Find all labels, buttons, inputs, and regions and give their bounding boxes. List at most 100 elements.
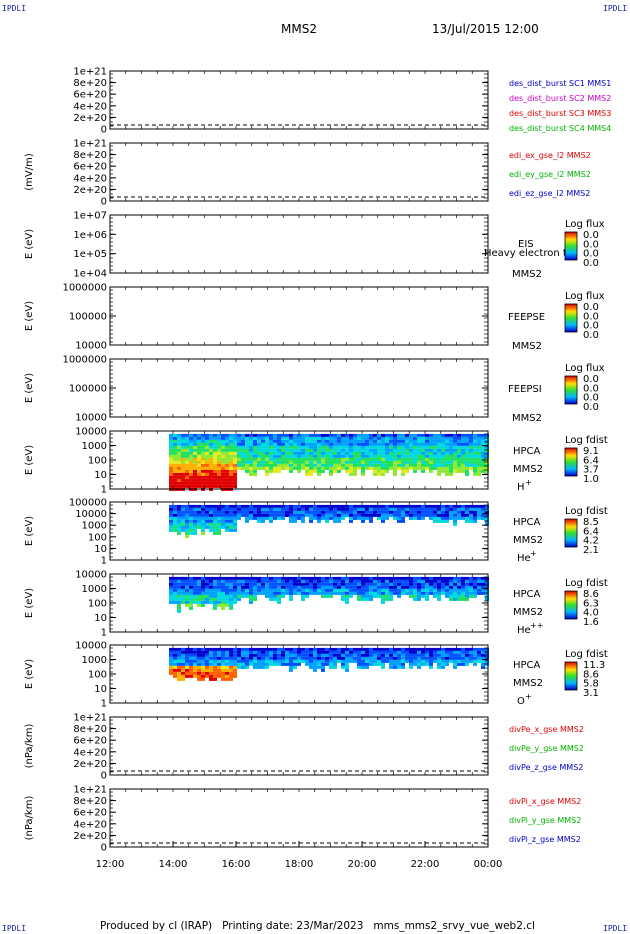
- hpca_h-pixel: [297, 448, 301, 452]
- hpca_he-pixel: [245, 519, 249, 523]
- hpca_o-pixel: [297, 659, 301, 663]
- hpca_h-pixel: [421, 448, 425, 452]
- hpca_he-pixel: [349, 504, 353, 508]
- hpca_he2-pixel: [337, 591, 341, 595]
- hpca_he-pixel: [185, 534, 189, 538]
- hpca_h-pixel: [461, 442, 465, 446]
- hpca_o-pixel: [265, 659, 269, 663]
- hpca_he2-pixel: [413, 579, 417, 583]
- hpca_he2-pixel: [225, 603, 229, 607]
- hpca_he-pixel: [273, 516, 277, 520]
- hpca_h-pixel: [181, 469, 185, 473]
- hpca_he2-pixel: [261, 576, 265, 580]
- hpca_h-pixel: [437, 469, 441, 473]
- hpca_he-pixel: [405, 513, 409, 517]
- hpca_o-pixel: [225, 653, 229, 657]
- hpca_h-pixel: [325, 433, 329, 437]
- hpca_h-pixel: [337, 460, 341, 464]
- colorbar-tick-label: 0.0: [583, 374, 599, 385]
- hpca_h-pixel: [465, 445, 469, 449]
- hpca_he2-pixel: [229, 582, 233, 586]
- hpca_h-pixel: [469, 448, 473, 452]
- hpca_h-pixel: [213, 484, 217, 488]
- hpca_he-pixel: [277, 507, 281, 511]
- hpca_he-pixel: [485, 522, 489, 526]
- hpca_h-pixel: [401, 445, 405, 449]
- hpca_he2-pixel: [309, 576, 313, 580]
- hpca_h-pixel: [253, 454, 257, 458]
- y-tick-label: 1000000: [62, 355, 107, 366]
- hpca_o-pixel: [365, 650, 369, 654]
- hpca_o-pixel: [193, 665, 197, 669]
- hpca_he-pixel: [281, 516, 285, 520]
- hpca_he2-pixel: [413, 582, 417, 586]
- hpca_he-pixel: [433, 519, 437, 523]
- hpca_o-pixel: [225, 671, 229, 675]
- hpca_h-pixel: [269, 460, 273, 464]
- hpca_o-pixel: [289, 647, 293, 651]
- hpca_he-pixel: [245, 510, 249, 514]
- hpca_o-pixel: [201, 668, 205, 672]
- corner-label-top-left: IPDLI: [2, 4, 27, 13]
- hpca_h-pixel: [185, 433, 189, 437]
- hpca_h-pixel: [349, 445, 353, 449]
- hpca_o-pixel: [245, 647, 249, 651]
- hpca_h-pixel: [409, 433, 413, 437]
- hpca_he2-pixel: [389, 594, 393, 598]
- hpca_h-pixel: [405, 439, 409, 443]
- hpca_h-pixel: [437, 463, 441, 467]
- hpca_h-pixel: [333, 442, 337, 446]
- hpca_h-pixel: [209, 457, 213, 461]
- hpca_he2-pixel: [205, 582, 209, 586]
- hpca_he2-pixel: [277, 594, 281, 598]
- hpca_he-pixel: [209, 522, 213, 526]
- hpca_h-pixel: [209, 460, 213, 464]
- hpca_h-pixel: [285, 448, 289, 452]
- hpca_he-pixel: [357, 504, 361, 508]
- hpca_he-pixel: [381, 510, 385, 514]
- hpca_o-pixel: [321, 662, 325, 666]
- hpca_h-pixel: [481, 463, 485, 467]
- hpca_h-pixel: [317, 466, 321, 470]
- hpca_o-pixel: [245, 662, 249, 666]
- hpca_he-pixel: [337, 504, 341, 508]
- hpca_o-pixel: [341, 653, 345, 657]
- hpca_he2-pixel: [425, 585, 429, 589]
- hpca_o-pixel: [313, 650, 317, 654]
- hpca_o-pixel: [377, 650, 381, 654]
- hpca_h-pixel: [289, 442, 293, 446]
- hpca_h-pixel: [241, 460, 245, 464]
- hpca_h-pixel: [265, 445, 269, 449]
- hpca_h-pixel: [369, 457, 373, 461]
- hpca_o-pixel: [457, 653, 461, 657]
- hpca_he2-pixel: [253, 579, 257, 583]
- hpca_he-pixel: [261, 519, 265, 523]
- hpca_o-pixel: [173, 665, 177, 669]
- hpca_he-pixel: [481, 507, 485, 511]
- hpca_h-pixel: [325, 463, 329, 467]
- species-charge-label: +: [530, 549, 537, 558]
- hpca_he2-pixel: [393, 591, 397, 595]
- hpca_o-pixel: [373, 650, 377, 654]
- hpca_he2-pixel: [361, 597, 365, 601]
- hpca_he2-pixel: [217, 588, 221, 592]
- hpca_h-pixel: [317, 439, 321, 443]
- hpca_o-pixel: [189, 656, 193, 660]
- hpca_he-pixel: [237, 507, 241, 511]
- hpca_o-pixel: [217, 656, 221, 660]
- hpca_h-pixel: [333, 457, 337, 461]
- hpca_h-pixel: [177, 433, 181, 437]
- hpca_h-pixel: [405, 469, 409, 473]
- hpca_he2-pixel: [313, 579, 317, 583]
- hpca_h-pixel: [325, 457, 329, 461]
- hpca_he2-pixel: [409, 579, 413, 583]
- hpca_h-pixel: [297, 457, 301, 461]
- hpca_h-pixel: [401, 463, 405, 467]
- hpca_o-pixel: [173, 659, 177, 663]
- hpca_he-pixel: [441, 504, 445, 508]
- hpca_h-pixel: [245, 451, 249, 455]
- hpca_h-pixel: [393, 448, 397, 452]
- hpca_h-pixel: [261, 454, 265, 458]
- hpca_o-pixel: [441, 647, 445, 651]
